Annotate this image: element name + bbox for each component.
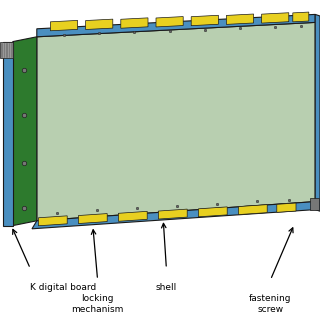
Polygon shape (37, 14, 315, 37)
Polygon shape (78, 213, 107, 224)
Polygon shape (86, 19, 113, 29)
Polygon shape (156, 17, 183, 27)
Polygon shape (121, 18, 148, 28)
Polygon shape (191, 15, 219, 26)
Polygon shape (315, 14, 320, 211)
Polygon shape (262, 13, 289, 23)
Text: locking
mechanism: locking mechanism (71, 294, 124, 314)
Polygon shape (38, 216, 67, 226)
Text: shell: shell (156, 283, 177, 292)
Polygon shape (3, 42, 13, 226)
Bar (0, 42, 13, 58)
Bar (310, 198, 319, 210)
Polygon shape (158, 209, 187, 219)
Polygon shape (293, 12, 309, 22)
Polygon shape (277, 203, 296, 212)
Polygon shape (227, 14, 254, 24)
Polygon shape (198, 207, 227, 217)
Polygon shape (32, 202, 315, 229)
Polygon shape (13, 37, 37, 226)
Polygon shape (238, 204, 267, 215)
Polygon shape (37, 22, 315, 221)
Polygon shape (51, 20, 78, 31)
Text: K digital board: K digital board (30, 283, 97, 292)
Text: fastening
screw: fastening screw (249, 294, 292, 314)
Polygon shape (118, 211, 147, 221)
